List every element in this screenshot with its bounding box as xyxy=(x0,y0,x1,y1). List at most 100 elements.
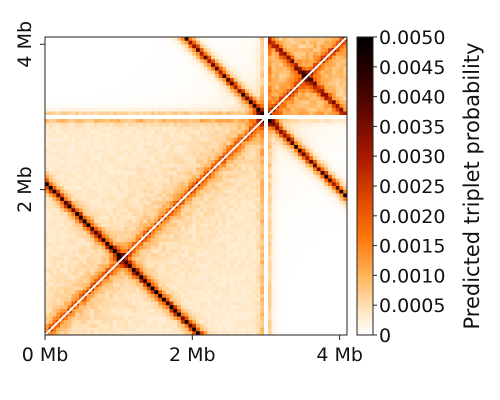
heatmap-cell xyxy=(135,51,140,57)
heatmap-cell xyxy=(241,264,246,269)
heatmap-cell xyxy=(124,152,129,157)
heatmap-cell xyxy=(105,81,110,86)
heatmap-cell xyxy=(271,137,276,142)
heatmap-cell xyxy=(82,92,87,98)
heatmap-cell xyxy=(313,208,318,213)
heatmap-cell xyxy=(146,264,152,269)
heatmap-cell xyxy=(63,118,69,124)
heatmap-cell xyxy=(150,37,155,42)
heatmap-cell xyxy=(316,178,321,183)
heatmap-cell xyxy=(63,44,69,49)
heatmap-cell xyxy=(313,100,318,105)
heatmap-cell xyxy=(343,137,347,142)
heatmap-cell xyxy=(180,48,186,53)
heatmap-cell xyxy=(241,126,246,131)
heatmap-cell xyxy=(78,118,84,124)
heatmap-cell xyxy=(211,118,216,124)
heatmap-cell xyxy=(256,141,261,146)
heatmap-cell xyxy=(192,137,197,142)
heatmap-cell xyxy=(211,81,216,86)
heatmap-cell xyxy=(143,178,148,183)
heatmap-cell xyxy=(320,174,325,179)
heatmap-cell xyxy=(158,226,163,232)
heatmap-cell xyxy=(196,215,201,220)
heatmap-cell xyxy=(82,104,87,109)
heatmap-cell xyxy=(196,163,201,168)
heatmap-cell xyxy=(309,219,314,224)
heatmap-cell xyxy=(282,171,287,176)
heatmap-cell xyxy=(86,59,91,64)
heatmap-cell xyxy=(116,104,121,109)
heatmap-cell xyxy=(275,145,280,150)
heatmap-cell xyxy=(165,186,170,191)
heatmap-cell xyxy=(241,152,246,157)
heatmap-cell xyxy=(313,167,318,172)
heatmap-cell xyxy=(75,223,80,228)
heatmap-cell xyxy=(331,159,337,165)
heatmap-cell xyxy=(75,111,80,116)
heatmap-cell xyxy=(324,63,329,68)
heatmap-cell xyxy=(199,51,204,57)
heatmap-cell xyxy=(229,234,235,239)
heatmap-cell xyxy=(282,74,287,79)
heatmap-cell xyxy=(165,178,170,183)
heatmap-cell xyxy=(324,111,329,116)
heatmap-cell xyxy=(267,234,272,239)
heatmap-cell xyxy=(245,141,250,146)
heatmap-cell xyxy=(162,96,167,101)
heatmap-cell xyxy=(86,145,91,150)
heatmap-cell xyxy=(45,130,50,135)
heatmap-cell xyxy=(165,163,170,168)
heatmap-cell xyxy=(226,130,231,135)
heatmap-cell xyxy=(211,159,216,165)
heatmap-cell xyxy=(245,182,250,187)
heatmap-cell xyxy=(297,226,303,232)
heatmap-cell xyxy=(131,59,136,64)
heatmap-cell xyxy=(237,223,242,228)
heatmap-cell xyxy=(124,174,129,179)
heatmap-cell xyxy=(222,186,227,191)
heatmap-cell xyxy=(169,51,174,57)
heatmap-cell xyxy=(78,174,84,179)
heatmap-cell xyxy=(45,111,50,116)
heatmap-cell xyxy=(75,264,80,269)
heatmap-cell xyxy=(196,212,201,217)
heatmap-cell xyxy=(286,200,291,206)
heatmap-cell xyxy=(229,133,235,138)
heatmap-cell xyxy=(324,156,329,161)
heatmap-cell xyxy=(252,96,257,101)
heatmap-cell xyxy=(286,145,291,150)
heatmap-cell xyxy=(120,249,125,254)
heatmap-cell xyxy=(282,107,287,112)
heatmap-cell xyxy=(275,122,280,127)
heatmap-cell xyxy=(245,104,250,109)
heatmap-cell xyxy=(165,167,170,172)
heatmap-cell xyxy=(56,66,61,71)
heatmap-cell xyxy=(309,171,314,176)
heatmap-cell xyxy=(203,178,208,183)
heatmap-cell xyxy=(328,200,333,206)
heatmap-cell xyxy=(339,260,344,265)
heatmap-cell xyxy=(162,156,167,161)
heatmap-cell xyxy=(343,148,347,153)
heatmap-cell xyxy=(256,208,261,213)
heatmap-cell xyxy=(260,122,265,127)
heatmap-cell xyxy=(196,241,201,247)
heatmap-cell xyxy=(331,256,337,261)
heatmap-cell xyxy=(241,193,246,198)
heatmap-cell xyxy=(241,253,246,258)
heatmap-cell xyxy=(245,193,250,198)
heatmap-cell xyxy=(86,223,91,228)
heatmap-cell xyxy=(78,104,84,109)
heatmap-cell xyxy=(229,186,235,191)
heatmap-cell xyxy=(173,51,178,57)
heatmap-cell xyxy=(218,238,223,243)
heatmap-cell xyxy=(105,137,110,142)
heatmap-cell xyxy=(328,89,333,94)
heatmap-cell xyxy=(286,163,291,168)
heatmap-cell xyxy=(245,122,250,127)
heatmap-cell xyxy=(71,126,76,131)
heatmap-cell xyxy=(158,111,163,116)
heatmap-cell xyxy=(267,253,272,258)
heatmap-cell xyxy=(267,163,272,168)
